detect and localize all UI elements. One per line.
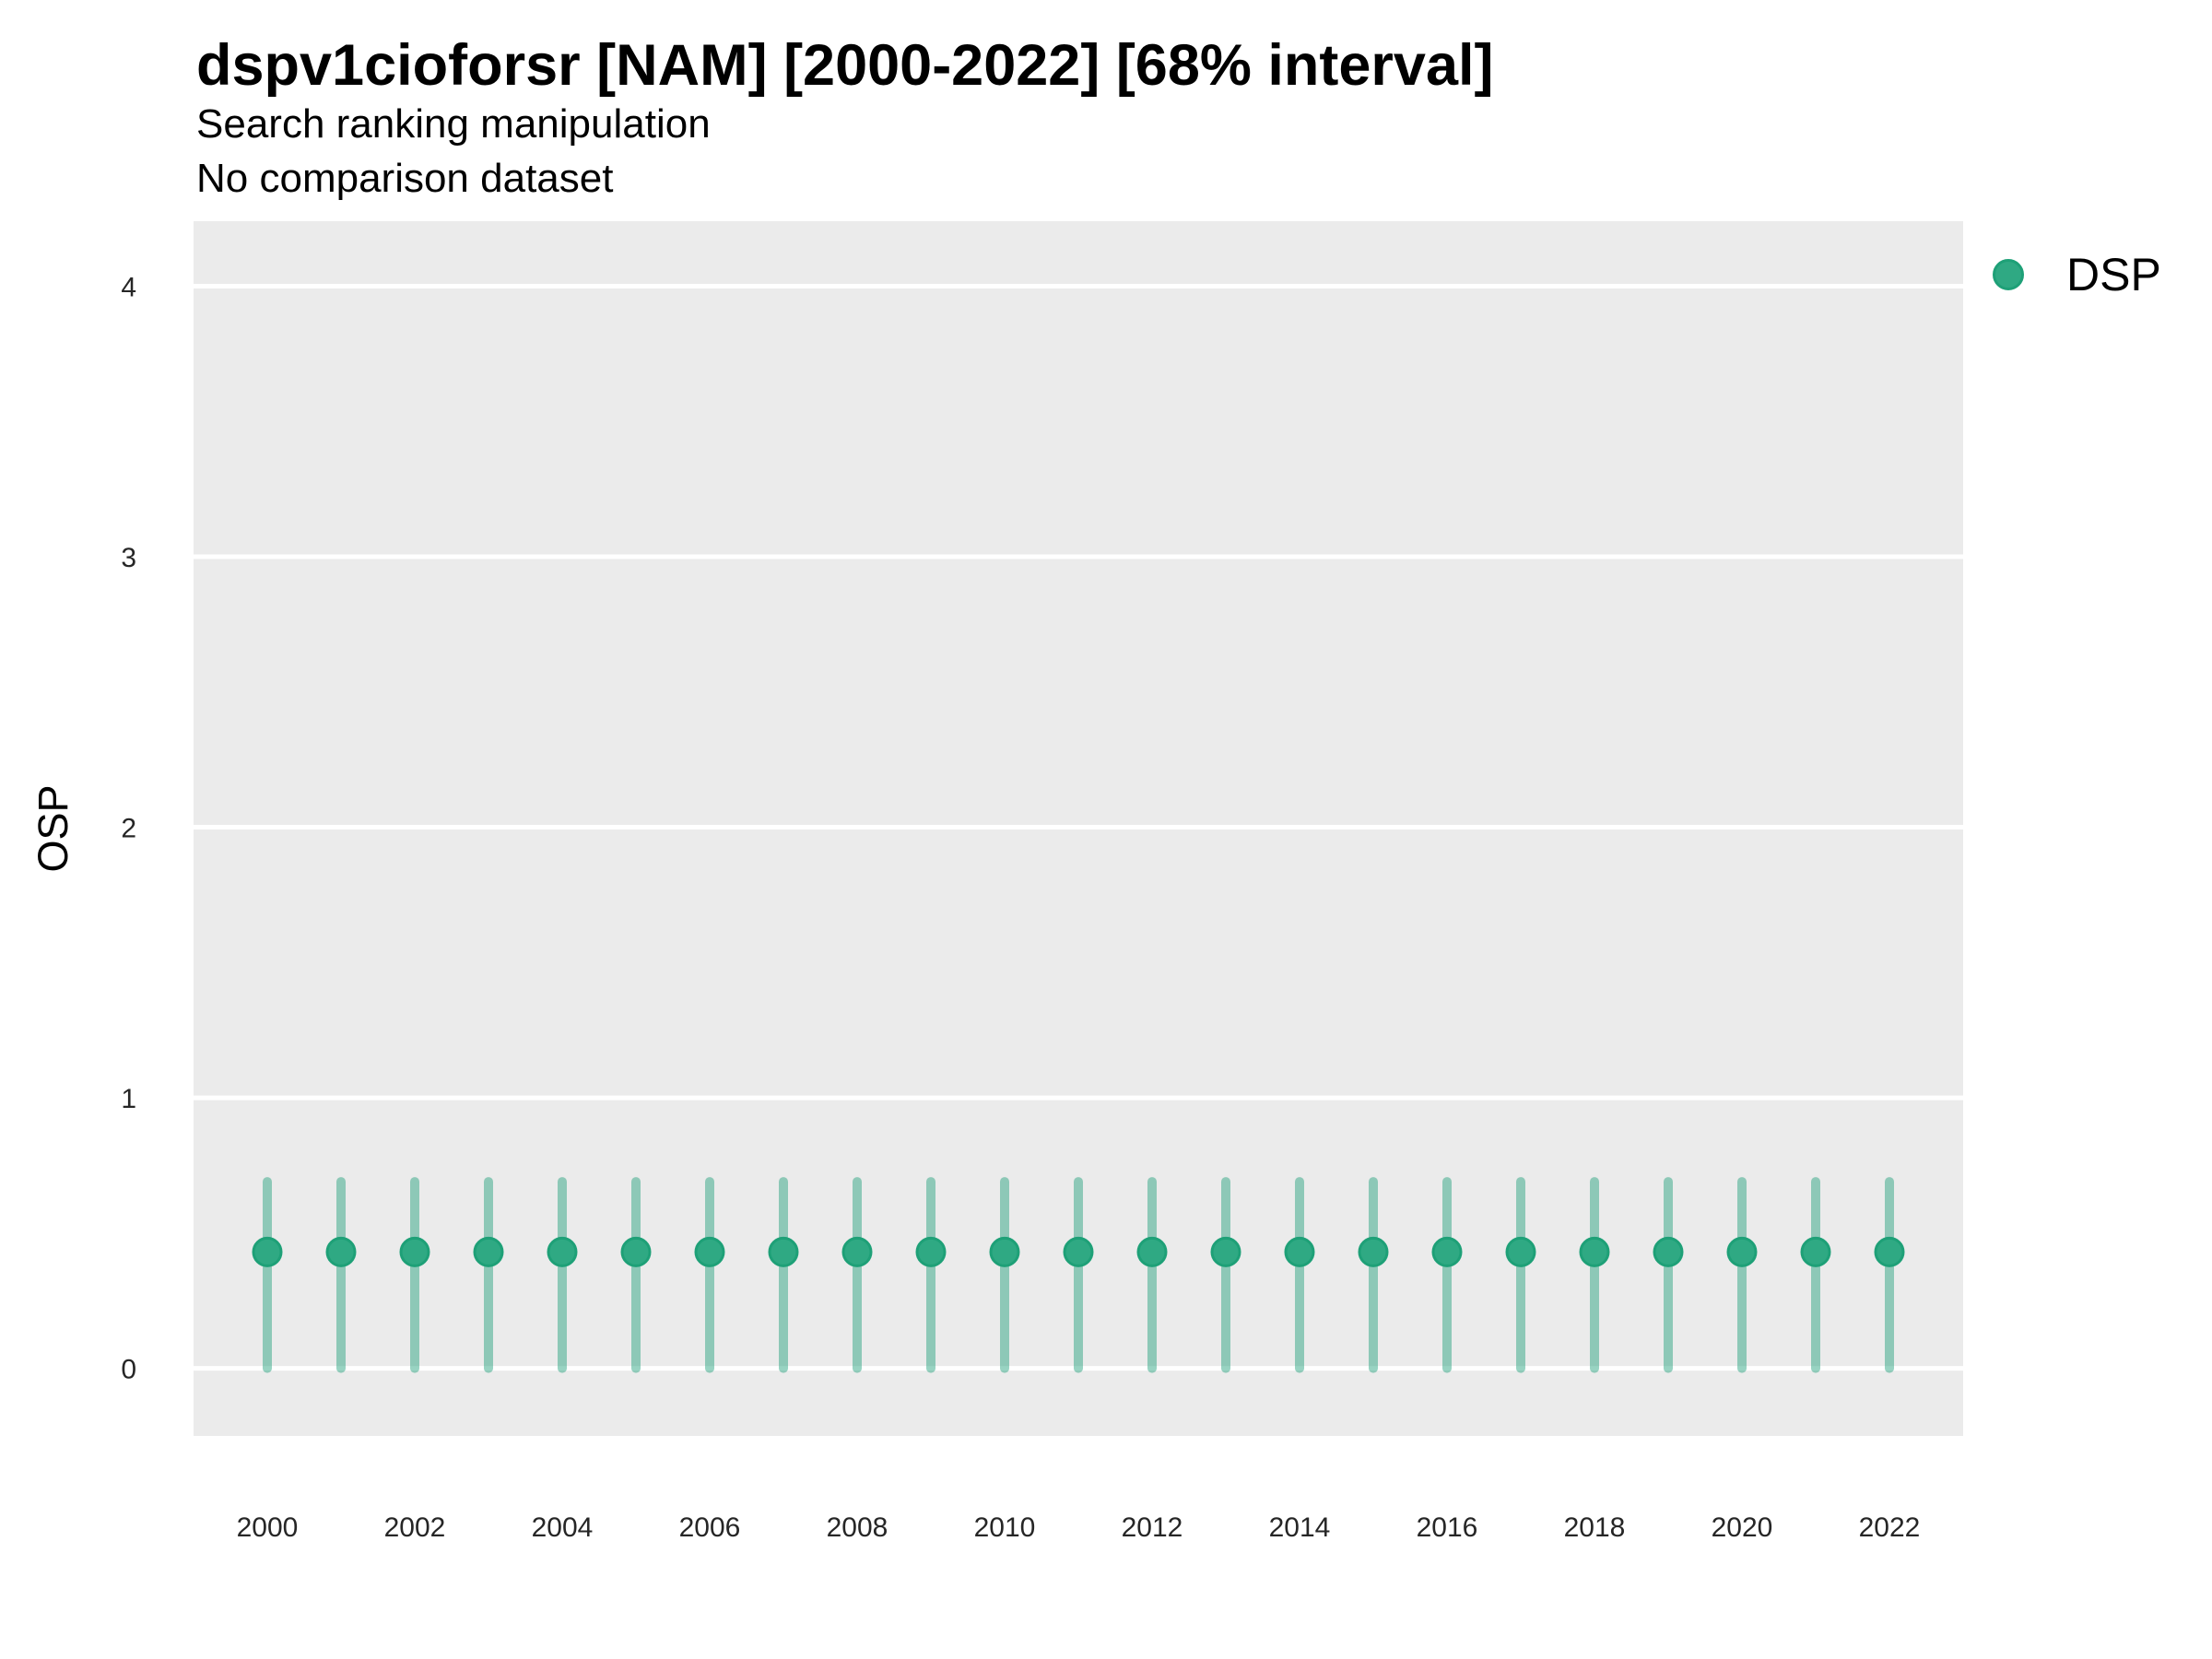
x-tick-label: 2014 <box>1269 1512 1331 1543</box>
data-point-2010 <box>989 1236 1020 1267</box>
y-tick-label: 4 <box>121 272 136 302</box>
data-point-2014 <box>1284 1236 1315 1267</box>
data-point-2015 <box>1358 1236 1389 1267</box>
x-tick-label: 2020 <box>1712 1512 1773 1543</box>
y-axis-title: OSP <box>29 784 76 873</box>
x-tick-label: 2016 <box>1417 1512 1478 1543</box>
x-tick-label: 2022 <box>1859 1512 1921 1543</box>
chart-caption: No comparison dataset <box>196 156 614 201</box>
data-point-2007 <box>768 1236 799 1267</box>
data-point-2005 <box>620 1236 652 1267</box>
x-tick-label: 2004 <box>532 1512 594 1543</box>
data-point-2021 <box>1800 1236 1831 1267</box>
data-point-2011 <box>1063 1236 1094 1267</box>
legend-label: DSP <box>2066 249 2161 300</box>
data-point-2000 <box>252 1236 283 1267</box>
x-tick-label: 2006 <box>679 1512 741 1543</box>
legend-point-icon <box>1993 259 2024 290</box>
data-point-2013 <box>1210 1236 1241 1267</box>
legend: DSP <box>1993 249 2161 300</box>
y-tick-label: 3 <box>121 543 136 573</box>
data-point-2018 <box>1579 1236 1610 1267</box>
x-tick-label: 2010 <box>974 1512 1036 1543</box>
data-point-2022 <box>1874 1236 1905 1267</box>
data-point-2017 <box>1505 1236 1536 1267</box>
data-point-2003 <box>473 1236 504 1267</box>
data-point-2004 <box>547 1236 578 1267</box>
y-tick-label: 0 <box>121 1355 136 1385</box>
data-point-2008 <box>841 1236 873 1267</box>
x-tick-label: 2018 <box>1564 1512 1626 1543</box>
data-point-2020 <box>1726 1236 1758 1267</box>
data-point-2019 <box>1653 1236 1684 1267</box>
data-point-2002 <box>399 1236 430 1267</box>
chart-subtitle: Search ranking manipulation <box>196 101 711 147</box>
chart-title: dspv1cioforsr [NAM] [2000-2022] [68% int… <box>196 33 1494 98</box>
data-point-2001 <box>325 1236 357 1267</box>
y-tick-label: 1 <box>121 1084 136 1114</box>
x-tick-label: 2008 <box>827 1512 888 1543</box>
data-point-2006 <box>694 1236 725 1267</box>
y-tick-label: 2 <box>121 814 136 844</box>
x-tick-label: 2000 <box>237 1512 299 1543</box>
data-point-2012 <box>1136 1236 1168 1267</box>
x-tick-label: 2012 <box>1122 1512 1183 1543</box>
data-point-2016 <box>1431 1236 1463 1267</box>
data-point-2009 <box>915 1236 947 1267</box>
x-tick-label: 2002 <box>384 1512 446 1543</box>
